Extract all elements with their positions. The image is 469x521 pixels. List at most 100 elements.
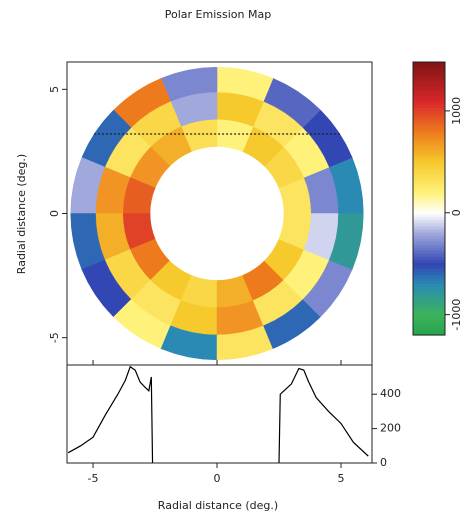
colorbar-segment bbox=[413, 307, 445, 312]
colorbar-segment bbox=[413, 259, 445, 263]
colorbar-segment bbox=[413, 298, 445, 303]
x-tick-label: 0 bbox=[214, 472, 221, 485]
colorbar-segment bbox=[413, 128, 445, 133]
colorbar-segment bbox=[413, 177, 445, 181]
colorbar-segment bbox=[413, 183, 445, 187]
colorbar-segment bbox=[413, 325, 445, 330]
colorbar-tick-label: 1000 bbox=[450, 97, 463, 125]
colorbar-segment bbox=[413, 207, 445, 212]
colorbar-segment bbox=[413, 189, 445, 194]
colorbar-segment bbox=[413, 116, 445, 121]
colorbar-segment bbox=[413, 89, 445, 93]
colorbar-tick-label: -1000 bbox=[450, 299, 463, 331]
y-tick-label: 0 bbox=[48, 210, 61, 217]
y-tick-label: 400 bbox=[380, 387, 401, 400]
x-tick-label: 5 bbox=[338, 472, 345, 485]
colorbar-segment bbox=[413, 74, 445, 78]
colorbar-segment bbox=[413, 331, 445, 336]
colorbar-segment bbox=[413, 234, 445, 239]
colorbar-segment bbox=[413, 171, 445, 175]
colorbar-segment bbox=[413, 83, 445, 87]
colorbar-segment bbox=[413, 65, 445, 69]
colorbar-segment bbox=[413, 253, 445, 257]
y-tick-label: 200 bbox=[380, 422, 401, 435]
colorbar-segment bbox=[413, 180, 445, 184]
colorbar-segment bbox=[413, 304, 445, 309]
x-tick-label: -5 bbox=[88, 472, 99, 485]
colorbar-segment bbox=[413, 250, 445, 254]
colorbar-segment bbox=[413, 62, 445, 66]
colorbar-segment bbox=[413, 283, 445, 288]
colorbar-segment bbox=[413, 140, 445, 145]
heat-cell bbox=[328, 213, 364, 270]
colorbar-segment bbox=[413, 159, 445, 163]
colorbar-segment bbox=[413, 104, 445, 109]
colorbar-segment bbox=[413, 231, 445, 236]
colorbar-segment bbox=[413, 125, 445, 130]
colorbar-segment bbox=[413, 174, 445, 178]
colorbar-segment bbox=[413, 201, 445, 206]
colorbar-segment bbox=[413, 295, 445, 300]
colorbar-segment bbox=[413, 86, 445, 90]
colorbar-segment bbox=[413, 322, 445, 327]
colorbar-segment bbox=[413, 328, 445, 333]
colorbar-segment bbox=[413, 244, 445, 248]
colorbar-frame bbox=[412, 61, 446, 336]
colorbar-segment bbox=[413, 247, 445, 251]
colorbar-segment bbox=[413, 107, 445, 112]
colorbar-segment bbox=[413, 80, 445, 84]
colorbar-segment bbox=[413, 162, 445, 166]
colorbar-segment bbox=[413, 213, 445, 218]
y-tick-label: -5 bbox=[48, 332, 61, 343]
colorbar-segment bbox=[413, 110, 445, 115]
profile-line bbox=[67, 365, 369, 464]
colorbar-segment bbox=[413, 198, 445, 203]
colorbar-segment bbox=[413, 122, 445, 127]
colorbar-segment bbox=[413, 95, 445, 99]
colorbar-segment bbox=[413, 316, 445, 321]
colorbar-segment bbox=[413, 101, 445, 106]
colorbar-segment bbox=[413, 156, 445, 160]
colorbar-segment bbox=[413, 310, 445, 315]
colorbar-segment bbox=[413, 210, 445, 215]
y-tick-label: 5 bbox=[48, 86, 61, 93]
colorbar-segment bbox=[413, 137, 445, 142]
y-axis-label: Radial distance (deg.) bbox=[15, 154, 28, 274]
colorbar-segment bbox=[413, 256, 445, 260]
colorbar-segment bbox=[413, 204, 445, 209]
colorbar-segment bbox=[413, 146, 445, 151]
colorbar-segment bbox=[413, 186, 445, 190]
colorbar-segment bbox=[413, 271, 445, 275]
colorbar-segment bbox=[413, 228, 445, 233]
colorbar-segment bbox=[413, 240, 445, 245]
colorbar-segment bbox=[413, 113, 445, 118]
colorbar-segment bbox=[413, 77, 445, 81]
colorbar-segment bbox=[413, 92, 445, 96]
colorbar-segment bbox=[413, 222, 445, 227]
colorbar-segment bbox=[413, 131, 445, 136]
colorbar-segment bbox=[413, 319, 445, 324]
colorbar-segment bbox=[413, 225, 445, 230]
colorbar-segment bbox=[413, 301, 445, 306]
colorbar-segment bbox=[413, 195, 445, 200]
colorbar-segment bbox=[413, 219, 445, 224]
colorbar-segment bbox=[413, 119, 445, 124]
colorbar-segment bbox=[413, 165, 445, 169]
colorbar-segment bbox=[413, 153, 445, 157]
plot-frame bbox=[66, 364, 373, 464]
colorbar-segment bbox=[413, 237, 445, 242]
colorbar-segment bbox=[413, 192, 445, 197]
colorbar-segment bbox=[413, 268, 445, 272]
colorbar-tick-label: 0 bbox=[450, 209, 463, 216]
colorbar-segment bbox=[413, 68, 445, 72]
colorbar-segment bbox=[413, 289, 445, 294]
colorbar-segment bbox=[413, 71, 445, 75]
colorbar-segment bbox=[413, 149, 445, 154]
colorbar-segment bbox=[413, 98, 445, 103]
colorbar-segment bbox=[413, 143, 445, 148]
y-tick-label: 0 bbox=[380, 456, 387, 469]
colorbar-segment bbox=[413, 265, 445, 269]
chart-title: Polar Emission Map bbox=[165, 8, 271, 21]
